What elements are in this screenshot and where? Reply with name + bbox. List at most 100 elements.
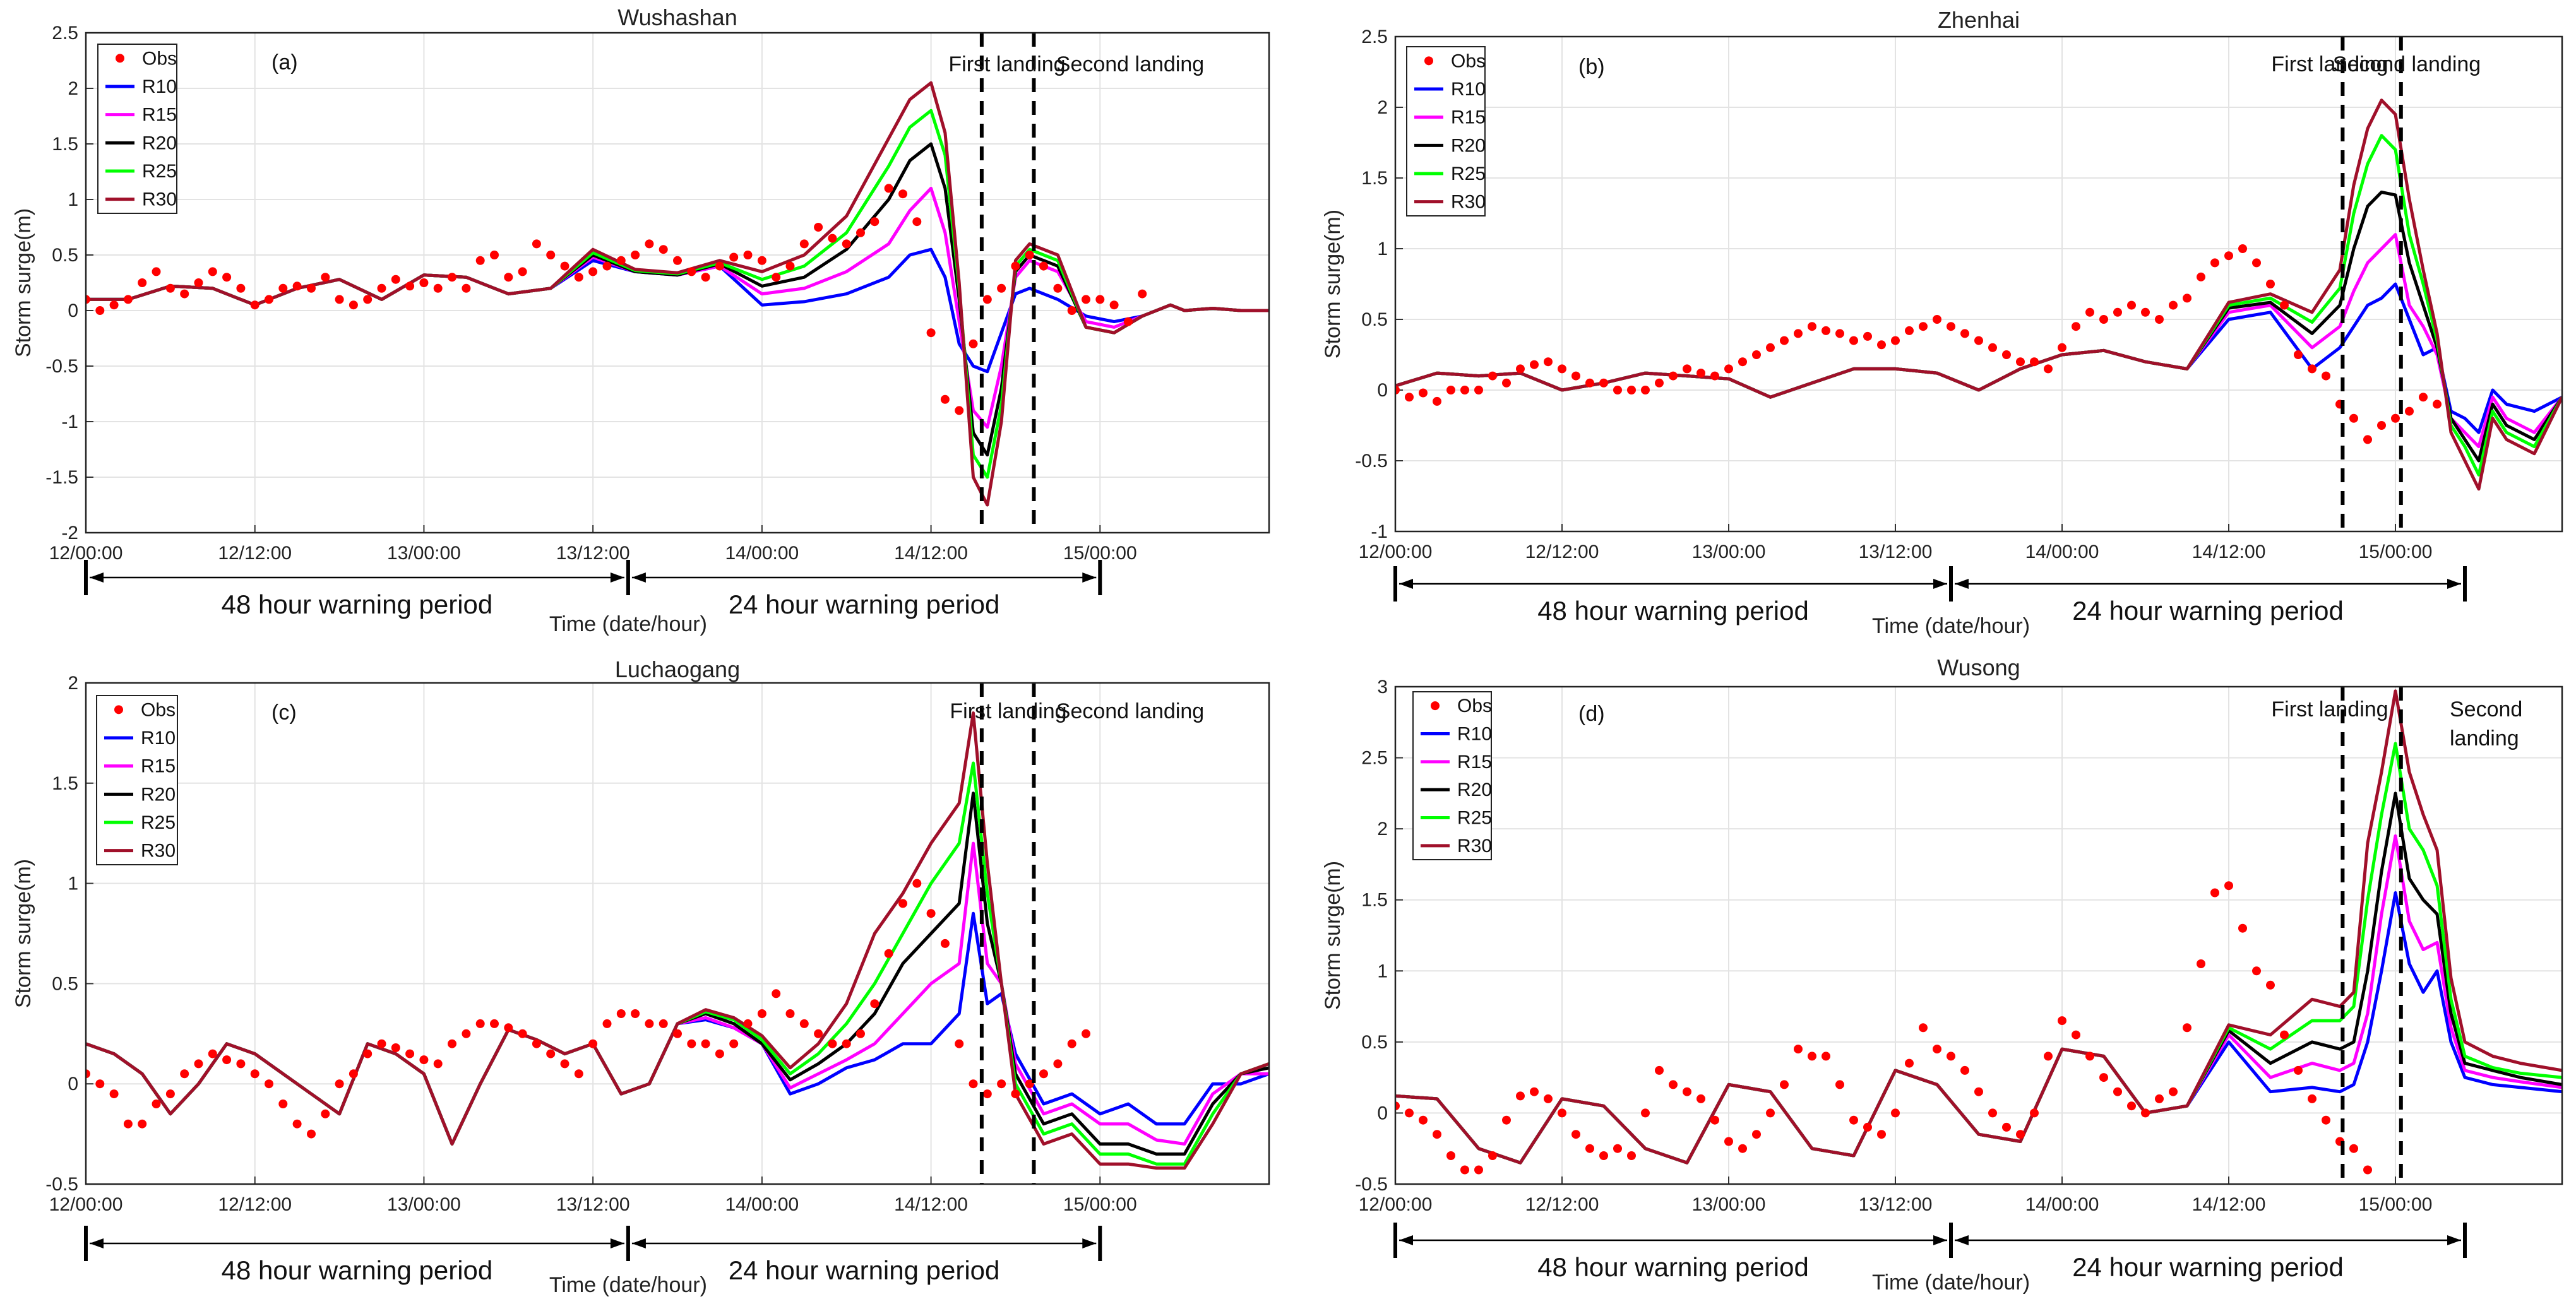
- obs-point: [1067, 1039, 1076, 1048]
- y-tick-label: 1: [68, 189, 78, 210]
- obs-point: [955, 406, 964, 415]
- x-axis-label: Time (date/hour): [549, 612, 707, 636]
- obs-point: [321, 1109, 330, 1118]
- period-48-arrow-head-right: [610, 1238, 624, 1248]
- obs-point: [2377, 421, 2386, 430]
- obs-point: [2308, 364, 2317, 374]
- y-tick-label: 1.5: [52, 134, 78, 155]
- legend-item-r10: R10: [1421, 724, 1492, 745]
- y-tick-label: 0.5: [52, 245, 78, 266]
- obs-point: [222, 1055, 232, 1065]
- obs-point: [1877, 1130, 1886, 1139]
- obs-point: [222, 273, 232, 282]
- obs-point: [419, 278, 429, 287]
- obs-point: [2044, 364, 2053, 374]
- second-landing-label: Second landing: [1056, 699, 1204, 723]
- period-48-arrow-head-left: [90, 1238, 104, 1248]
- obs-point: [2072, 1030, 2080, 1040]
- obs-point: [138, 278, 147, 287]
- obs-point: [180, 289, 189, 299]
- obs-point: [1696, 1094, 1705, 1103]
- x-tick-label: 12/00:00: [1359, 1194, 1433, 1215]
- legend: Obs R10 R15 R20 R25 R30: [96, 695, 178, 865]
- x-tick-label: 12/12:00: [218, 1194, 292, 1215]
- obs-point: [1138, 289, 1147, 299]
- obs-point: [631, 1009, 640, 1018]
- x-tick-label: 14/12:00: [2192, 542, 2266, 562]
- obs-point: [743, 251, 753, 259]
- period-24-arrow-head-right: [2447, 579, 2461, 589]
- obs-point: [1710, 371, 1719, 381]
- obs-point: [448, 273, 456, 282]
- y-tick-label: 1.5: [1361, 890, 1388, 911]
- obs-point: [1109, 300, 1119, 310]
- obs-point: [1460, 386, 1469, 394]
- obs-point: [1446, 1151, 1455, 1160]
- obs-point: [1488, 1151, 1497, 1160]
- legend-label: R25: [1457, 808, 1492, 829]
- legend-label: Obs: [1457, 696, 1492, 716]
- obs-point: [1919, 1023, 1928, 1033]
- obs-point: [152, 267, 161, 276]
- legend-label: R20: [142, 133, 177, 153]
- period-48-arrow-head-right: [1933, 579, 1947, 589]
- y-tick-label: 2.5: [52, 23, 78, 44]
- obs-point: [2197, 959, 2205, 968]
- legend-item-r20: R20: [105, 133, 177, 153]
- legend-label: Obs: [142, 48, 177, 69]
- legend-label: R25: [142, 161, 177, 182]
- obs-point: [2002, 350, 2011, 359]
- obs-point: [814, 1029, 823, 1038]
- obs-point: [490, 1019, 499, 1028]
- obs-point: [1724, 1137, 1733, 1146]
- obs-point: [799, 1019, 809, 1028]
- x-tick-label: 12/12:00: [1525, 542, 1599, 562]
- obs-point: [2280, 1030, 2289, 1040]
- y-tick-label: 0.5: [1361, 1032, 1388, 1053]
- second-landing-label-line1: Second: [2450, 697, 2522, 721]
- legend-label: R30: [1457, 836, 1492, 856]
- plot-content: [86, 711, 1269, 1170]
- series-line-r30: [1395, 689, 2562, 1165]
- obs-point: [1669, 1080, 1678, 1089]
- plot-frame: [1394, 685, 2563, 1185]
- legend-label: R20: [141, 784, 176, 805]
- legend-label: R15: [1457, 752, 1492, 773]
- legend-item-obs: Obs: [1431, 696, 1492, 716]
- obs-point: [574, 273, 583, 282]
- legend-label: R15: [1451, 107, 1486, 128]
- obs-point: [856, 228, 865, 237]
- legend-item-r15: R15: [1421, 752, 1492, 773]
- legend-item-obs: Obs: [1424, 50, 1486, 71]
- obs-point: [574, 1069, 583, 1079]
- obs-point: [1599, 378, 1608, 388]
- legend-label: R15: [141, 756, 176, 777]
- obs-point: [363, 295, 373, 304]
- obs-point: [1849, 336, 1858, 345]
- obs-point: [1025, 251, 1034, 259]
- obs-point: [757, 1009, 766, 1018]
- y-tick-label: 1.5: [1361, 168, 1388, 189]
- obs-point: [321, 273, 330, 282]
- obs-point: [588, 1039, 598, 1048]
- obs-point: [687, 267, 696, 276]
- obs-point: [842, 239, 851, 249]
- obs-point: [870, 999, 880, 1009]
- obs-point: [504, 273, 513, 282]
- chart-title: Zhenhai: [1938, 7, 2020, 33]
- x-tick-label: 13/00:00: [387, 1194, 461, 1215]
- obs-point: [1488, 371, 1497, 381]
- legend-item-r10: R10: [1414, 79, 1486, 100]
- obs-point: [898, 899, 907, 908]
- obs-point: [772, 273, 781, 282]
- obs-point: [1822, 1052, 1830, 1061]
- obs-point: [1752, 350, 1761, 359]
- y-tick-label: 0: [68, 1074, 78, 1094]
- obs-point: [123, 295, 133, 304]
- legend-label: R10: [142, 76, 177, 97]
- legend-item-r10: R10: [104, 728, 176, 749]
- y-tick-label: 0: [1377, 380, 1388, 401]
- legend-label: R10: [141, 728, 176, 749]
- obs-point: [785, 1009, 795, 1018]
